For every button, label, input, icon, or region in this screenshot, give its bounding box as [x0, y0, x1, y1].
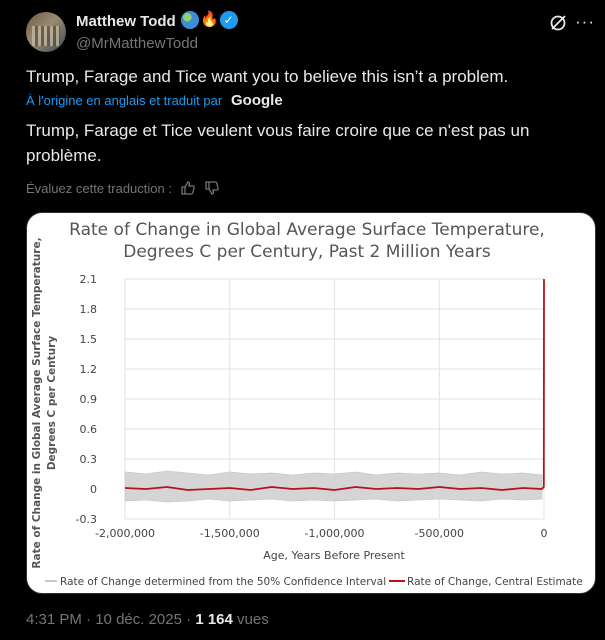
tweet-text: Trump, Farage and Tice want you to belie…	[26, 67, 509, 86]
rate-translation-label: Évaluez cette traduction :	[26, 180, 172, 196]
tweet-date[interactable]: 10 déc. 2025	[95, 611, 182, 628]
meta-separator: ·	[81, 611, 96, 628]
legend-line-label: Rate of Change, Central Estimate	[407, 576, 583, 588]
y-tick-label: -0.3	[76, 513, 97, 526]
chart-title: Rate of Change in Global Average Surface…	[69, 220, 545, 240]
tweet-time[interactable]: 4:31 PM	[26, 611, 82, 628]
y-axis-label-line2: Degrees C per Century	[46, 336, 58, 470]
y-tick-label: 0.9	[80, 393, 98, 406]
translation-note[interactable]: À l'origine en anglais et traduit par	[26, 93, 223, 108]
y-axis-label: Rate of Change in Global Average Surface…	[31, 237, 43, 568]
chart: -0.3 0 0.3 0.6 0.9 1.2 1.5 1.8 2.1 -2,000,000 -1,5…	[31, 220, 583, 588]
meta-separator-2: ·	[181, 611, 196, 628]
chart-subtitle: Degrees C per Century, Past 2 Million Ye…	[123, 242, 491, 262]
y-tick-label: 2.1	[80, 273, 98, 286]
y-tick-label: 1.5	[80, 333, 98, 346]
media-chart[interactable]: -0.3 0 0.3 0.6 0.9 1.2 1.5 1.8 2.1 -2,000,000 -1,5…	[26, 212, 596, 594]
legend-band-label: Rate of Change determined from the 50% C…	[60, 576, 386, 588]
x-tick-label: -2,000,000	[95, 527, 155, 540]
thumbs-down-icon[interactable]	[204, 180, 220, 196]
verified-icon[interactable]: ✓	[219, 11, 238, 29]
fire-icon: 🔥	[200, 11, 219, 28]
x-tick-label: 0	[541, 527, 548, 540]
display-name[interactable]: Matthew Todd	[76, 13, 176, 30]
handle[interactable]: @MrMatthewTodd	[76, 35, 198, 52]
badge-group: 🔥 ✓	[181, 11, 238, 29]
series-central-estimate	[124, 278, 545, 491]
thumbs-up-icon[interactable]	[180, 180, 196, 196]
tweet-meta: 4:31 PM · 10 déc. 2025 · 1 164 vues	[26, 611, 269, 628]
grid	[124, 278, 545, 520]
x-tick-label: -1,500,000	[200, 527, 260, 540]
y-tick-label: 0	[90, 483, 97, 496]
series-confidence-band	[124, 470, 543, 503]
google-logo: Google	[231, 92, 283, 109]
x-tick-label: -500,000	[415, 527, 464, 540]
y-tick-label: 0.3	[80, 453, 98, 466]
x-axis-label: Age, Years Before Present	[263, 549, 405, 562]
x-tick-label: -1,000,000	[305, 527, 365, 540]
translated-text: Trump, Farage et Tice veulent vous faire…	[26, 121, 530, 165]
y-tick-label: 1.8	[80, 303, 98, 316]
globe-icon	[181, 11, 199, 29]
more-options-icon[interactable]: ···	[575, 12, 595, 31]
y-tick-label: 1.2	[80, 363, 98, 376]
views-count: 1 164	[195, 611, 233, 628]
avatar[interactable]	[26, 12, 66, 52]
grok-icon[interactable]	[549, 14, 567, 32]
rate-translation: Évaluez cette traduction :	[26, 180, 220, 196]
y-tick-label: 0.6	[80, 423, 98, 436]
views-label: vues	[232, 611, 269, 628]
